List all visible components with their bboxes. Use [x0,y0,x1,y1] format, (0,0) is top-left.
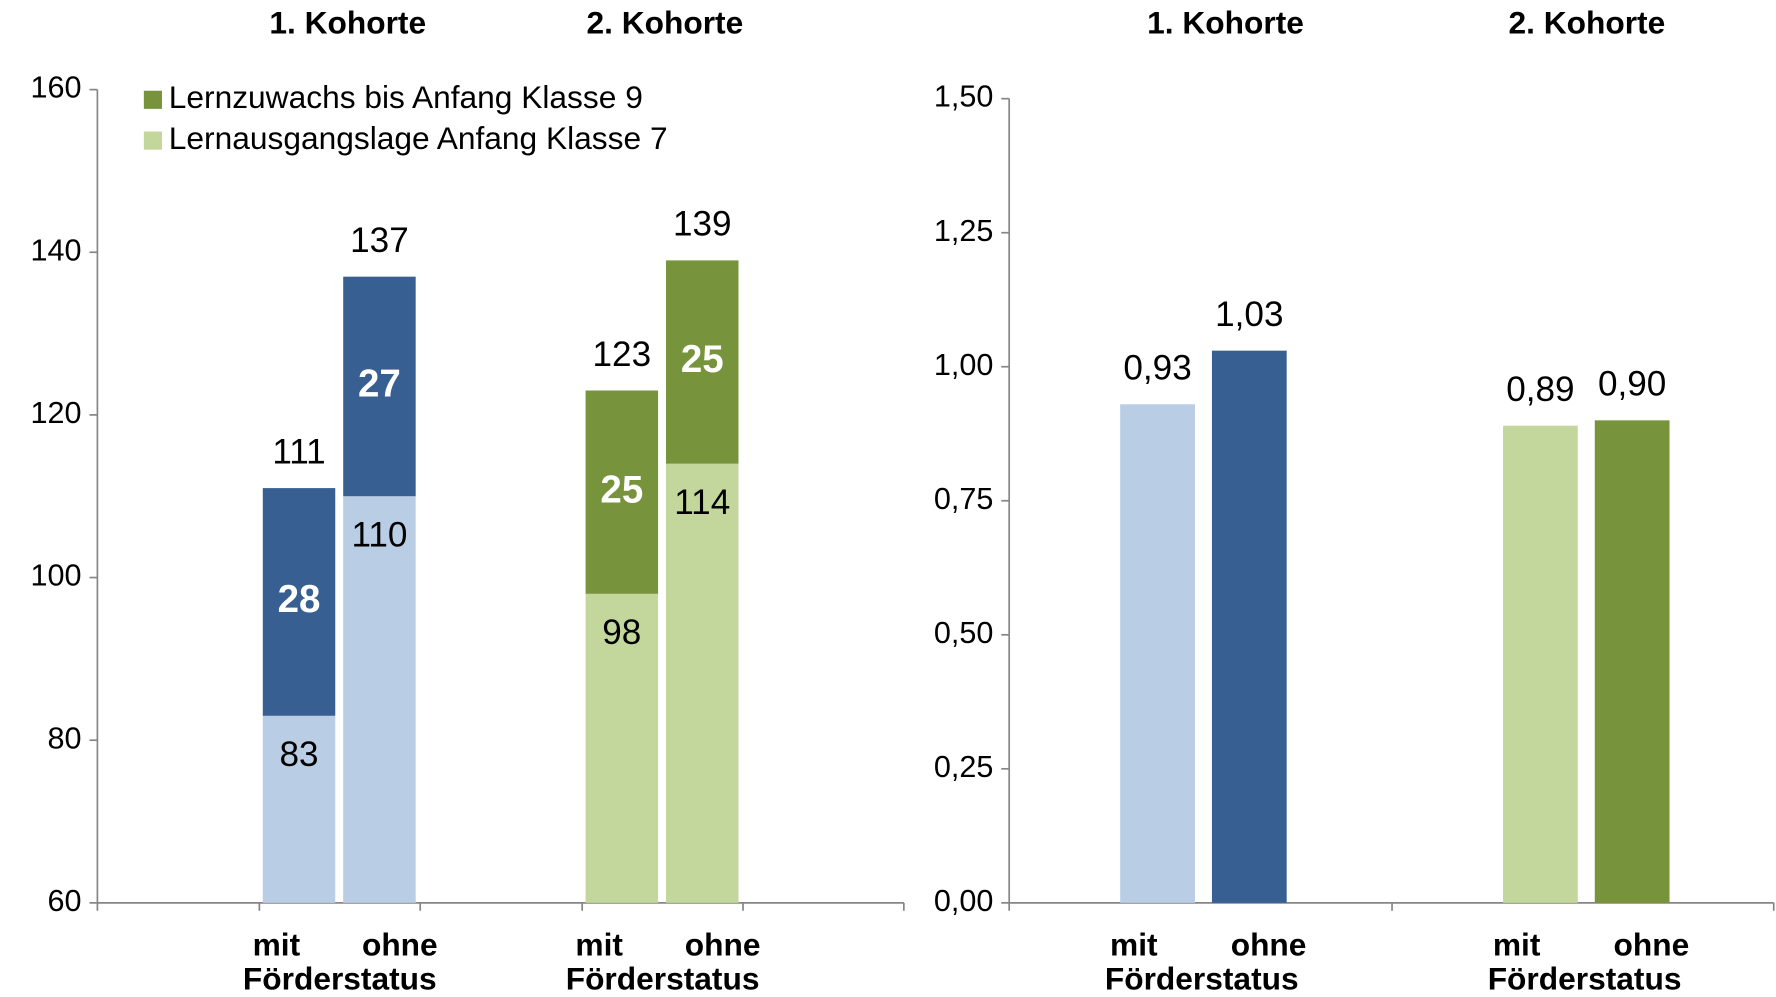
x-tick-label: mit [1110,926,1158,962]
x-tick-label: ohne [362,926,438,962]
bar [1503,425,1578,903]
legend-swatch [143,90,162,109]
x-tick-label: ohne [1614,926,1690,962]
bar-segment [262,488,336,716]
bar-segment [343,496,416,903]
total-label: 123 [593,335,652,374]
bar-segment [262,715,336,903]
group-label: Förderstatus [1488,960,1682,996]
y-tick-label: 120 [31,396,82,430]
x-tick-label: mit [575,926,623,962]
legend-swatch [143,131,162,150]
value-label: 0,90 [1598,365,1666,404]
y-tick-label: 140 [31,233,82,267]
bar [1120,404,1195,903]
value-label: 114 [674,483,730,522]
group-title: 2. Kohorte [1508,4,1665,40]
group-title: 1. Kohorte [1147,4,1304,40]
bar-segment [585,390,659,594]
bar-segment [666,260,739,464]
total-label: 139 [673,205,732,244]
x-tick-label: ohne [685,926,761,962]
group-label: Förderstatus [243,960,437,996]
legend-label: Lernausgangslage Anfang Klasse 7 [169,120,668,156]
value-label: 0,93 [1123,349,1191,388]
group-label: Förderstatus [1105,960,1299,996]
bar-segment [585,593,659,903]
x-tick-label: mit [253,926,301,962]
value-label: 83 [279,735,318,774]
value-label: 28 [278,578,321,621]
bar [1594,420,1670,903]
value-label: 25 [600,468,643,511]
y-tick-label: 0,00 [934,884,994,918]
y-tick-label: 1,50 [934,80,994,114]
y-tick-label: 1,25 [934,214,994,248]
value-label: 1,03 [1215,295,1283,334]
bar-segment [666,463,739,903]
group-label: Förderstatus [566,960,760,996]
legend-label: Lernzuwachs bis Anfang Klasse 9 [169,79,643,115]
total-label: 111 [272,432,325,471]
group-title: 1. Kohorte [269,4,426,40]
y-tick-label: 0,25 [934,750,994,784]
group-title: 2. Kohorte [586,4,743,40]
total-label: 137 [350,221,409,260]
y-tick-label: 1,00 [934,348,994,382]
y-tick-label: 60 [48,884,82,918]
value-label: 110 [351,515,407,554]
x-tick-label: ohne [1231,926,1307,962]
value-label: 25 [681,338,724,381]
y-tick-label: 0,50 [934,616,994,650]
bar-segment [343,276,416,497]
y-tick-label: 100 [31,559,82,593]
y-tick-label: 160 [31,71,82,105]
y-tick-label: 80 [48,721,82,755]
bar [1211,350,1287,903]
value-label: 98 [602,613,641,652]
value-label: 0,89 [1506,370,1574,409]
y-tick-label: 0,75 [934,482,994,516]
value-label: 27 [358,363,401,406]
x-tick-label: mit [1493,926,1541,962]
